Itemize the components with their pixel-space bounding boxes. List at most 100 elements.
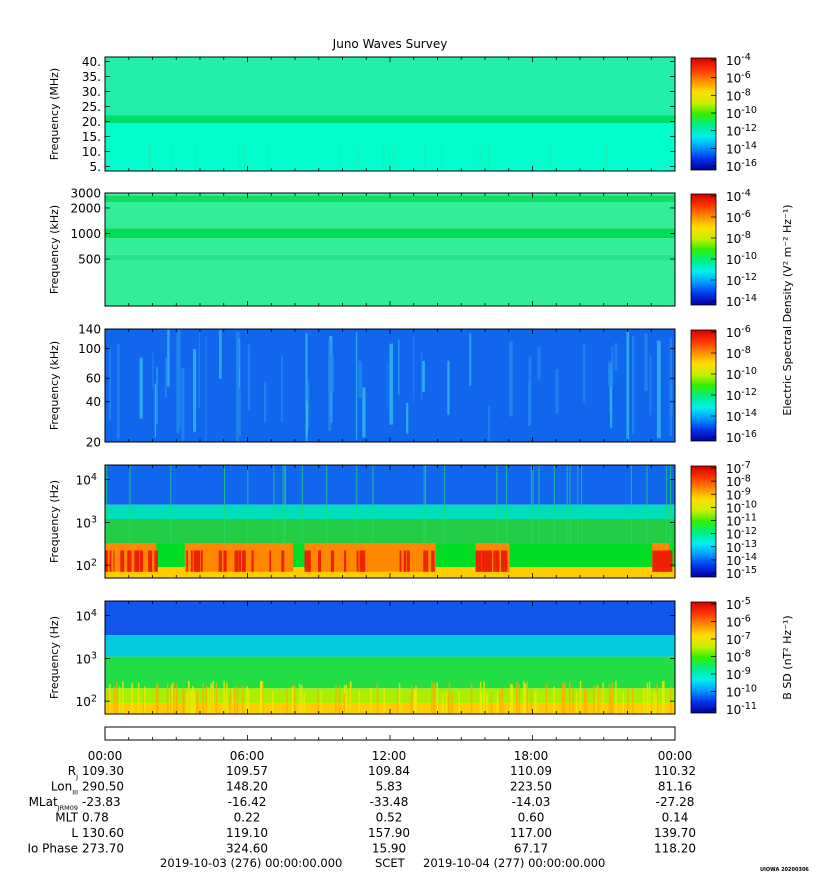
ephemeris-value: 290.50 — [82, 780, 124, 794]
emission-streak — [284, 465, 286, 545]
y-tick-label: 3000 — [70, 187, 101, 201]
emission-streak — [186, 550, 188, 572]
footer-credit: UIOWA 20200306 — [760, 867, 809, 873]
emission-streak — [306, 550, 311, 572]
emission-streak — [382, 145, 384, 167]
colorbar-tick-label: 10-10 — [726, 684, 757, 700]
emission-streak — [414, 689, 417, 714]
colorbar-tick-label: 10-14 — [726, 552, 757, 568]
emission-streak — [328, 340, 332, 431]
emission-streak — [339, 145, 341, 167]
emission-streak — [205, 686, 208, 714]
y-tick-label: 103 — [76, 515, 97, 531]
y-tick-label: 25. — [82, 100, 101, 114]
emission-streak — [479, 145, 481, 167]
emission-streak — [194, 550, 197, 572]
emission-streak — [246, 686, 248, 714]
y-tick-label: 103 — [76, 651, 97, 667]
y-tick-label: 10. — [82, 145, 101, 159]
y-tick-label: 102 — [76, 557, 97, 573]
emission-streak — [357, 145, 359, 167]
colorbar-tick-label: 10-5 — [726, 596, 751, 612]
emission-streak — [440, 145, 442, 167]
emission-streak — [139, 550, 144, 572]
ephemeris-value: 5.83 — [376, 780, 403, 794]
emission-streak — [154, 383, 157, 438]
emission-streak — [534, 691, 536, 714]
emission-streak — [511, 684, 514, 714]
colorbar-tick-label: 10-12 — [726, 123, 757, 139]
emission-streak — [663, 550, 666, 572]
colorbar-tick-label: 10-4 — [726, 188, 751, 204]
emission-streak — [219, 330, 222, 379]
emission-streak — [602, 682, 604, 714]
emission-streak — [120, 550, 125, 572]
emission-streak — [663, 681, 665, 714]
emission-streak — [281, 355, 283, 423]
colorbar-label: B SD (nT² Hz⁻¹) — [781, 615, 794, 699]
emission-streak — [669, 382, 673, 417]
colorbar-tick-label: 10-8 — [726, 88, 751, 104]
colorbar-label: Electric Spectral Density (V² m⁻² Hz⁻¹) — [781, 204, 794, 415]
y-axis-label: Frequency (MHz) — [48, 68, 61, 160]
ephemeris-value: 117.00 — [510, 826, 552, 840]
emission-streak — [247, 465, 249, 545]
emission-streak — [530, 465, 532, 545]
ephemeris-value: 0.60 — [518, 811, 545, 825]
colorbar-tick-label: 10-8 — [726, 473, 751, 489]
emission-streak — [383, 688, 385, 714]
colorbar-tick-label: 10-11 — [726, 701, 757, 717]
emission-streak — [190, 688, 193, 714]
emission-streak — [431, 681, 433, 714]
emission-streak — [218, 550, 223, 572]
spectral-band — [105, 195, 675, 203]
emission-streak — [423, 550, 427, 572]
emission-streak — [164, 357, 167, 398]
ephemeris-value: 109.30 — [82, 764, 124, 778]
panel-3: 140 100 60 40 20 Frequency (kHz) Electric Spec… — [48, 204, 794, 449]
emission-streak — [487, 405, 490, 441]
time-label: 18:00 — [514, 749, 549, 763]
ephemeris-value: 119.10 — [226, 826, 268, 840]
emission-streak — [665, 550, 668, 572]
emission-streak — [362, 387, 366, 438]
emission-streak — [553, 465, 555, 545]
emission-streak — [344, 550, 347, 572]
emission-streak — [192, 685, 194, 714]
ephemeris-value: -16.42 — [228, 795, 267, 809]
emission-streak — [170, 685, 173, 714]
emission-streak — [152, 352, 154, 389]
emission-streak — [232, 688, 234, 714]
colorbar-tick-label: 10-9 — [726, 666, 751, 682]
emission-streak — [596, 685, 599, 714]
emission-streak — [247, 344, 251, 411]
emission-streak — [355, 332, 358, 440]
emission-streak — [447, 360, 450, 415]
emission-streak — [532, 465, 534, 545]
emission-streak — [448, 682, 451, 714]
emission-streak — [582, 343, 586, 403]
emission-streak — [643, 687, 646, 714]
emission-streak — [526, 681, 528, 714]
spectral-band — [105, 115, 675, 123]
colorbar-tick-label: 10-14 — [726, 293, 757, 309]
emission-streak — [404, 550, 407, 572]
emission-streak — [356, 465, 358, 545]
emission-streak — [585, 689, 588, 714]
emission-streak — [244, 145, 246, 167]
emission-streak — [528, 356, 532, 425]
emission-streak — [286, 688, 288, 714]
emission-streak — [113, 550, 115, 572]
emission-streak — [406, 402, 409, 434]
emission-streak — [212, 681, 214, 714]
ephemeris-value: -33.48 — [370, 795, 409, 809]
ephemeris-value: 148.20 — [226, 780, 268, 794]
emission-streak — [301, 465, 303, 545]
emission-streak — [108, 346, 112, 420]
y-tick-label: 102 — [76, 693, 97, 709]
emission-streak — [247, 689, 250, 714]
ephemeris-value: 118.20 — [654, 842, 696, 856]
colorbar-tick-label: 10-4 — [726, 52, 751, 68]
